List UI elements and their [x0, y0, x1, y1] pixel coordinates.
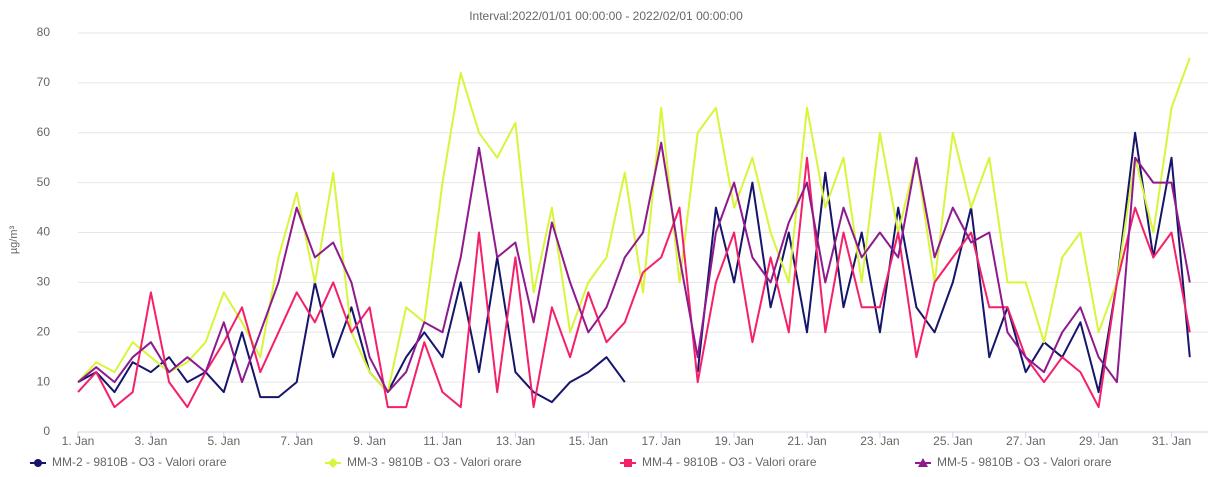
x-tick-label: 7. Jan [280, 434, 313, 448]
x-tick-label: 1. Jan [62, 434, 95, 448]
legend-item[interactable]: MM-3 - 9810B - O3 - Valori orare [325, 455, 522, 469]
x-tick-label: 29. Jan [1079, 434, 1118, 448]
series-line [77, 156, 1191, 409]
x-tick-label: 31. Jan [1152, 434, 1191, 448]
y-tick-label: 70 [37, 75, 51, 89]
legend-label: MM-3 - 9810B - O3 - Valori orare [347, 455, 522, 469]
x-tick-label: 11. Jan [423, 434, 461, 448]
x-tick-label: 3. Jan [135, 434, 168, 448]
legend-label: MM-4 - 9810B - O3 - Valori orare [642, 455, 817, 469]
y-tick-label: 80 [37, 25, 51, 39]
y-tick-label: 10 [37, 374, 51, 388]
legend-marker [328, 458, 338, 468]
legend-item[interactable]: MM-5 - 9810B - O3 - Valori orare [915, 455, 1112, 469]
x-tick-label: 19. Jan [714, 434, 753, 448]
x-tick-label: 17. Jan [642, 434, 681, 448]
legend-item[interactable]: MM-4 - 9810B - O3 - Valori orare [620, 455, 817, 469]
legend-marker [918, 458, 928, 467]
series-line [77, 131, 1191, 404]
legend-marker [34, 459, 42, 467]
legend-label: MM-2 - 9810B - O3 - Valori orare [52, 455, 227, 469]
x-tick-label: 15. Jan [569, 434, 608, 448]
y-tick-label: 0 [43, 424, 50, 438]
x-tick-label: 21. Jan [787, 434, 826, 448]
x-tick-label: 5. Jan [207, 434, 240, 448]
chart-title: Interval:2022/01/01 00:00:00 - 2022/02/0… [469, 9, 743, 23]
y-tick-label: 50 [37, 175, 51, 189]
y-tick-label: 40 [37, 225, 51, 239]
x-tick-label: 25. Jan [933, 434, 972, 448]
x-tick-label: 13. Jan [496, 434, 535, 448]
y-tick-label: 30 [37, 275, 51, 289]
legend-marker [624, 459, 632, 467]
legend-item[interactable]: MM-2 - 9810B - O3 - Valori orare [30, 455, 227, 469]
series-line [77, 57, 1191, 394]
y-tick-label: 60 [37, 125, 51, 139]
y-axis-label: µg/m³ [8, 225, 20, 254]
x-tick-label: 23. Jan [860, 434, 899, 448]
x-tick-label: 27. Jan [1006, 434, 1045, 448]
x-tick-label: 9. Jan [353, 434, 386, 448]
y-tick-label: 20 [37, 324, 51, 338]
legend-label: MM-5 - 9810B - O3 - Valori orare [937, 455, 1112, 469]
series-line [77, 141, 1191, 394]
